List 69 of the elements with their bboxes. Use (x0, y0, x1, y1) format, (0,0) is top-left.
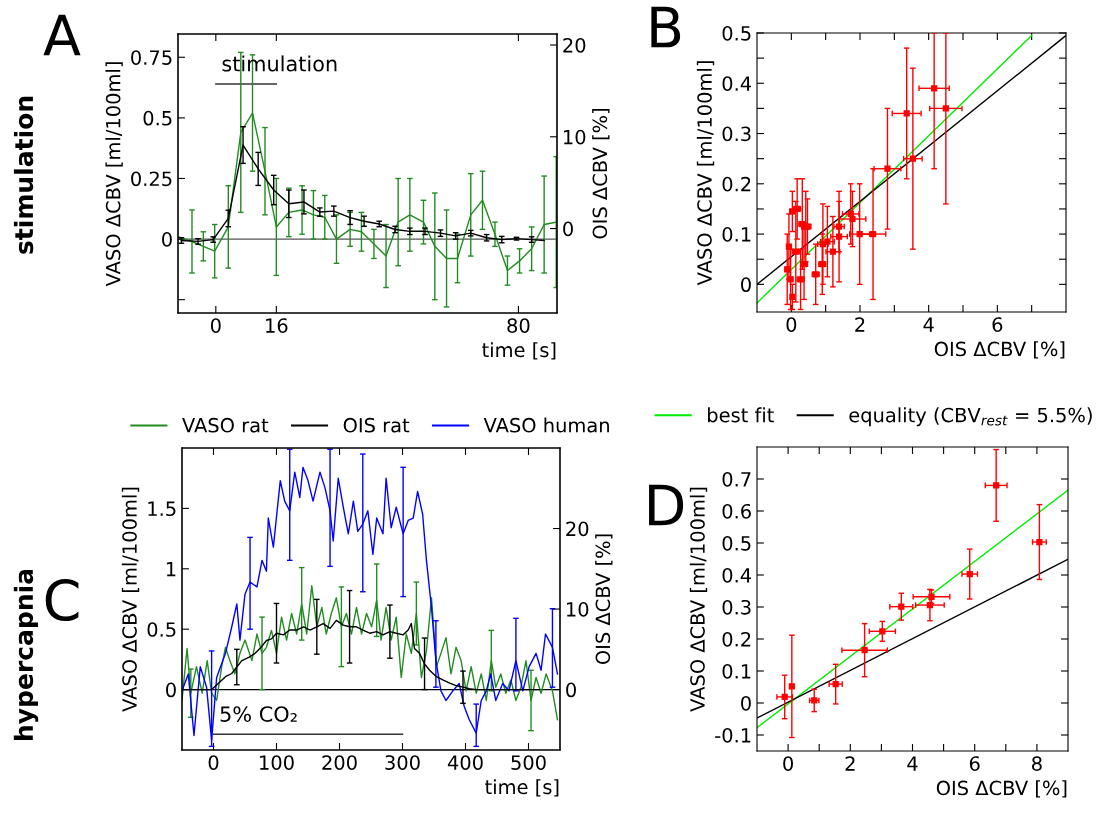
y-tick-label: 0.25 (131, 171, 172, 187)
text: stimulation (13, 96, 34, 254)
y2-tick-label: 10 (564, 129, 586, 145)
y-tick-label: 0.3 (722, 599, 751, 615)
y-tick-label: 0 (741, 695, 751, 711)
x-tick-label: 400 (447, 755, 483, 770)
y-tick-label: 0.2 (722, 631, 751, 647)
y2-tick-label: 20 (563, 37, 586, 53)
x-axis-title: time [s] (485, 779, 559, 797)
y-tick-label: 0.4 (722, 76, 752, 91)
text: A (43, 14, 81, 56)
x-tick-label: 2 (845, 756, 855, 771)
x-tick-label: 500 (511, 755, 546, 770)
text: D (649, 484, 684, 526)
text: B (651, 6, 681, 48)
y-tick-label: 0.6 (722, 503, 751, 519)
y-axis-title: VASO ΔCBV [ml/100ml] (121, 487, 140, 712)
y-tick-label: 1 (166, 562, 176, 577)
x-tick-label: 6 (969, 756, 980, 771)
y2-tick-label: 10 (567, 602, 589, 617)
annotation: 5% CO₂ (220, 706, 297, 722)
y-tick-label: 0.5 (147, 622, 176, 637)
y-tick-label: 0.2 (722, 176, 751, 192)
legend-label: OIS rat (343, 417, 410, 433)
y-tick-label: 0.5 (722, 535, 751, 551)
y-axis-title: VASO ΔCBV [ml/100ml] (696, 61, 715, 286)
y-axis-title: VASO ΔCBV [ml/100ml] (105, 62, 123, 287)
y-axis-title: VASO ΔCBV [ml/100ml] (689, 487, 708, 712)
x-tick-label: 300 (385, 755, 420, 770)
y-tick-label: 0.5 (143, 110, 172, 126)
y2-tick-label: 0 (563, 221, 573, 237)
x-tick-label: 16 (266, 318, 288, 333)
y2-axis-title: OIS ΔCBV [%] (595, 534, 613, 665)
y-tick-label: 0.7 (722, 471, 751, 487)
x-tick-label: 0 (783, 756, 793, 771)
y-tick-label: 0.5 (722, 25, 751, 41)
y2-tick-label: 0 (566, 682, 576, 698)
y-tick-label: 1.5 (148, 501, 176, 517)
x-tick-label: 80 (507, 318, 530, 333)
x-axis-title: OIS ΔCBV [%] (934, 341, 1065, 359)
y-tick-label: 0.4 (722, 567, 752, 583)
y2-axis-title: OIS ΔCBV [%] (592, 109, 610, 239)
y2-tick-label: 20 (566, 521, 589, 537)
x-tick-label: 0 (786, 317, 797, 332)
x-tick-label: 200 (322, 755, 357, 770)
x-axis-title: OIS ΔCBV [%] (936, 780, 1067, 798)
y-tick-label: 0 (162, 232, 172, 247)
y-tick-label: 0.3 (722, 126, 751, 142)
x-axis-title: time [s] (482, 342, 556, 360)
x-tick-label: 0 (208, 755, 219, 770)
y-tick-label: 0 (166, 682, 176, 698)
x-tick-label: 4 (907, 756, 918, 771)
x-tick-label: 4 (923, 317, 934, 332)
x-tick-label: 100 (260, 755, 294, 770)
text: C (45, 579, 79, 622)
x-tick-label: 2 (855, 317, 865, 332)
y-tick-label: 0.1 (722, 227, 751, 242)
x-tick-label: 8 (1032, 756, 1042, 771)
x-tick-label: 0 (210, 318, 221, 333)
text: hypercapnia (13, 569, 39, 740)
legend-label: equality (CBV$_{rest}$ = 5.5%) (849, 407, 1092, 427)
y-tick-label: 0.75 (131, 50, 172, 65)
legend-label: VASO rat (182, 417, 269, 433)
y-tick-label: -0.1 (715, 727, 751, 743)
y-tick-label: 0.1 (722, 663, 751, 679)
legend-label: best fit (708, 407, 774, 423)
legend-label: VASO human (483, 417, 609, 433)
y-tick-label: 0 (741, 277, 751, 293)
x-tick-label: 6 (992, 317, 1003, 332)
